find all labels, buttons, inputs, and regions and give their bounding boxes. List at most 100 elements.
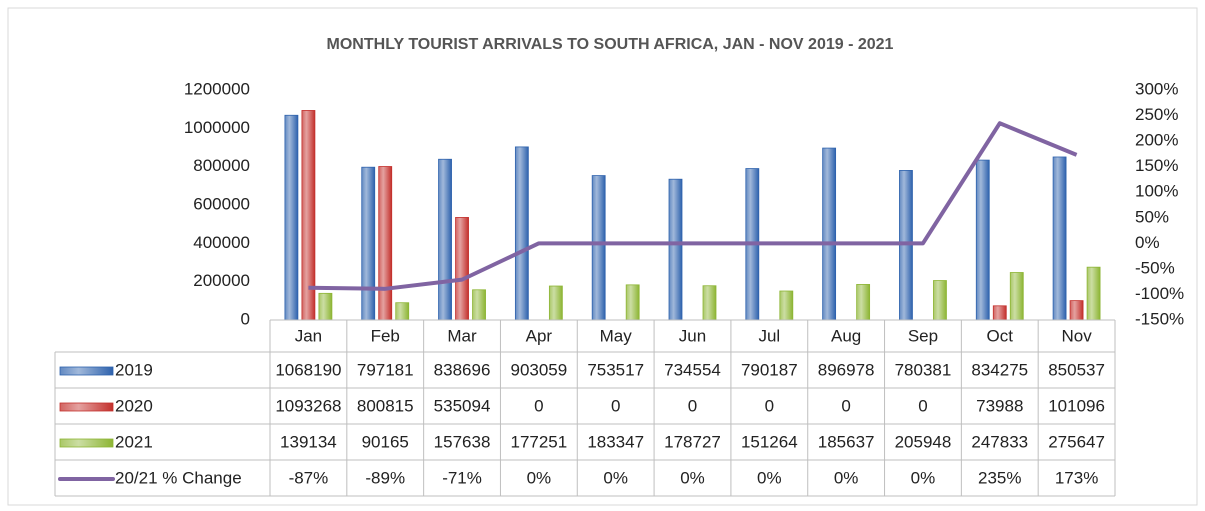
- bar: [625, 284, 640, 321]
- y-tick-label: 800000: [193, 156, 250, 175]
- table-cell: 205948: [895, 432, 952, 451]
- table-cell: 535094: [434, 396, 491, 415]
- y2-tick-label: 200%: [1135, 131, 1178, 150]
- legend-label: 2020: [115, 396, 153, 415]
- table-cell: -87%: [289, 468, 329, 487]
- y2-tick-label: -100%: [1135, 284, 1184, 303]
- y2-tick-label: 100%: [1135, 182, 1178, 201]
- bar: [1069, 300, 1084, 321]
- table-cell: 0%: [911, 468, 936, 487]
- bar: [455, 217, 469, 321]
- y2-tick-label: -50%: [1135, 258, 1175, 277]
- y-tick-label: 400000: [193, 233, 250, 252]
- x-tick-label: Mar: [447, 326, 477, 345]
- table-cell: 797181: [357, 360, 414, 379]
- bar: [361, 166, 376, 321]
- y2-tick-label: 50%: [1135, 207, 1169, 226]
- bar: [472, 289, 486, 321]
- x-tick-label: Jan: [295, 326, 322, 345]
- table-cell: 800815: [357, 396, 414, 415]
- bar: [668, 178, 683, 321]
- chart-title: MONTHLY TOURIST ARRIVALS TO SOUTH AFRICA…: [327, 36, 894, 53]
- x-tick-label: Nov: [1061, 326, 1092, 345]
- bar: [702, 285, 717, 321]
- bar: [933, 280, 947, 321]
- x-tick-label: May: [600, 326, 633, 345]
- y-tick-label: 600000: [193, 194, 250, 213]
- table-cell: 0: [611, 396, 620, 415]
- table-cell: 139134: [280, 432, 337, 451]
- table-cell: 0: [765, 396, 774, 415]
- legend-label: 2019: [115, 360, 153, 379]
- table-cell: 0: [841, 396, 850, 415]
- table-cell: 850537: [1048, 360, 1105, 379]
- table-cell: 73988: [976, 396, 1023, 415]
- bar: [438, 158, 452, 321]
- y-tick-label: 1000000: [184, 118, 250, 137]
- table-cell: 896978: [818, 360, 875, 379]
- table-cell: 838696: [434, 360, 491, 379]
- table-cell: 0: [534, 396, 543, 415]
- bar: [1086, 266, 1101, 321]
- table-cell: 178727: [664, 432, 721, 451]
- x-tick-label: Sep: [908, 326, 938, 345]
- table-cell: 790187: [741, 360, 798, 379]
- legend-key: [59, 402, 114, 412]
- table-cell: 1093268: [275, 396, 341, 415]
- table-cell: 1068190: [275, 360, 341, 379]
- table-cell: 235%: [978, 468, 1021, 487]
- bar: [514, 146, 529, 321]
- bar: [856, 284, 871, 321]
- x-tick-label: Feb: [371, 326, 400, 345]
- table-cell: 173%: [1055, 468, 1098, 487]
- table-cell: 101096: [1048, 396, 1105, 415]
- table-cell: 753517: [587, 360, 644, 379]
- bar: [318, 292, 333, 321]
- table-cell: 734554: [664, 360, 721, 379]
- y2-tick-label: 250%: [1135, 105, 1178, 124]
- y2-tick-label: -150%: [1135, 309, 1184, 328]
- bar: [992, 305, 1007, 321]
- bar: [591, 175, 606, 321]
- line-series: [308, 121, 1078, 291]
- table-cell: 834275: [971, 360, 1028, 379]
- bar: [548, 285, 563, 321]
- table-cell: 275647: [1048, 432, 1105, 451]
- table-cell: 183347: [587, 432, 644, 451]
- bar: [395, 302, 410, 321]
- y2-tick-label: 0%: [1135, 233, 1160, 252]
- bar: [1052, 156, 1067, 321]
- table-cell: 0%: [527, 468, 552, 487]
- table-cell: 90165: [362, 432, 409, 451]
- table-cell: 0: [918, 396, 927, 415]
- y-tick-label: 0: [241, 309, 250, 328]
- y-tick-label: 200000: [193, 271, 250, 290]
- bar: [378, 166, 393, 321]
- bar: [975, 159, 990, 321]
- table-cell: 903059: [510, 360, 567, 379]
- bar: [779, 290, 794, 321]
- y2-tick-label: 150%: [1135, 156, 1178, 175]
- table-cell: 0: [688, 396, 697, 415]
- table-cell: -89%: [365, 468, 405, 487]
- legend-label: 2021: [115, 432, 153, 451]
- y2-tick-label: 300%: [1135, 79, 1178, 98]
- table-cell: 177251: [510, 432, 567, 451]
- table-cell: 0%: [603, 468, 628, 487]
- table-cell: 780381: [895, 360, 952, 379]
- bar: [1009, 272, 1024, 321]
- x-tick-label: Oct: [987, 326, 1014, 345]
- table-cell: 151264: [741, 432, 798, 451]
- bar: [822, 147, 837, 321]
- legend-label: 20/21 % Change: [115, 468, 242, 487]
- table-cell: 185637: [818, 432, 875, 451]
- table-cell: 0%: [680, 468, 705, 487]
- table-cell: 0%: [757, 468, 782, 487]
- table-cell: -71%: [442, 468, 482, 487]
- table-cell: 0%: [834, 468, 859, 487]
- x-tick-label: Apr: [526, 326, 553, 345]
- y-tick-label: 1200000: [184, 79, 250, 98]
- table-cell: 247833: [971, 432, 1028, 451]
